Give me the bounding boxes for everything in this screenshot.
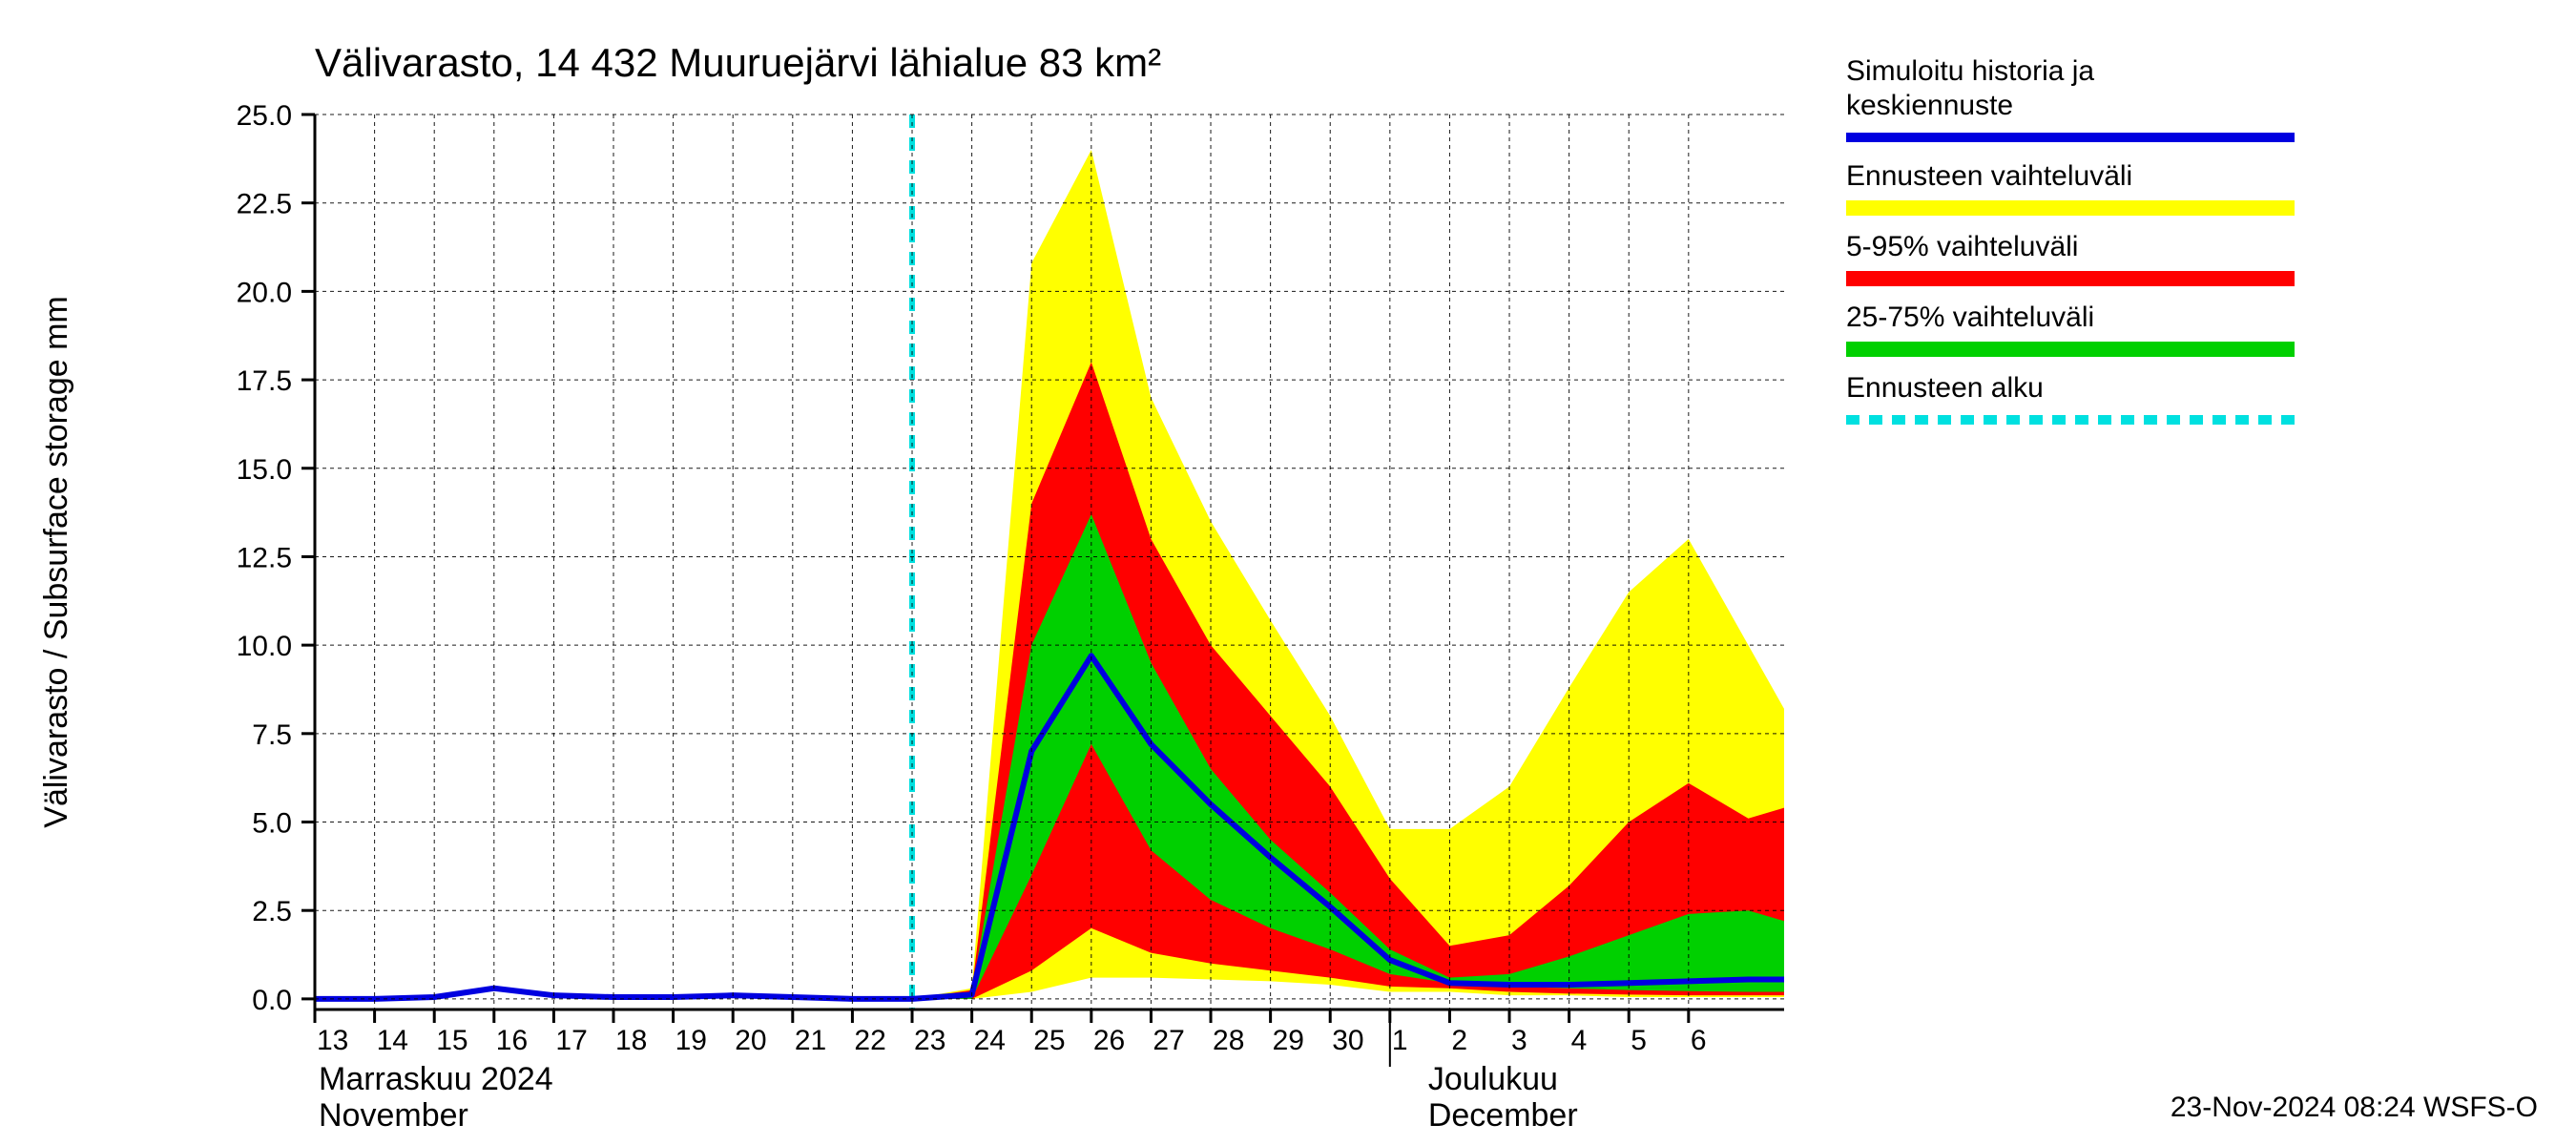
forecast-chart: 0.0 2.5 5.0 7.5 10.0 12.5 15.0 17.5 20.0 22.5 25.0… bbox=[0, 0, 2576, 1145]
xtick-label: 22 bbox=[854, 1025, 885, 1056]
legend-label: Ennusteen vaihteluväli bbox=[1846, 160, 2132, 192]
ytick-label: 5.0 bbox=[252, 808, 292, 840]
xtick-label: 29 bbox=[1273, 1025, 1304, 1056]
legend-label: keskiennuste bbox=[1846, 90, 2013, 121]
xtick-label: 2 bbox=[1451, 1025, 1467, 1056]
ytick-label: 2.5 bbox=[252, 896, 292, 927]
legend-label: Ennusteen alku bbox=[1846, 372, 2044, 404]
xtick-label: 21 bbox=[795, 1025, 826, 1056]
xtick-label: 20 bbox=[735, 1025, 766, 1056]
ytick-label: 12.5 bbox=[237, 542, 292, 573]
ytick-label: 25.0 bbox=[237, 100, 292, 132]
ytick-label: 15.0 bbox=[237, 454, 292, 486]
ytick-label: 17.5 bbox=[237, 365, 292, 397]
month2-label-en: December bbox=[1428, 1097, 1578, 1134]
month2-label-fi: Joulukuu bbox=[1428, 1061, 1558, 1097]
ytick-label: 22.5 bbox=[237, 189, 292, 220]
xtick-label: 5 bbox=[1631, 1025, 1647, 1056]
xtick-label: 24 bbox=[974, 1025, 1006, 1056]
legend-swatch bbox=[1846, 342, 2295, 357]
legend-swatch bbox=[1846, 200, 2295, 216]
xtick-label: 4 bbox=[1571, 1025, 1588, 1056]
xtick-label: 1 bbox=[1392, 1025, 1408, 1056]
xtick-label: 13 bbox=[317, 1025, 348, 1056]
footer-timestamp: 23-Nov-2024 08:24 WSFS-O bbox=[2171, 1092, 2538, 1123]
xtick-label: 14 bbox=[377, 1025, 408, 1056]
ytick-label: 20.0 bbox=[237, 277, 292, 308]
xtick-label: 18 bbox=[615, 1025, 647, 1056]
y-axis-label: Välivarasto / Subsurface storage mm bbox=[38, 296, 74, 827]
xtick-label: 28 bbox=[1213, 1025, 1244, 1056]
xtick-label: 15 bbox=[436, 1025, 467, 1056]
xtick-label: 30 bbox=[1332, 1025, 1363, 1056]
xtick-label: 19 bbox=[675, 1025, 707, 1056]
month1-label-fi: Marraskuu 2024 bbox=[319, 1061, 553, 1097]
legend-label: 25-75% vaihteluväli bbox=[1846, 302, 2094, 333]
xtick-label: 23 bbox=[914, 1025, 945, 1056]
ytick-label: 7.5 bbox=[252, 719, 292, 751]
legend-label: 5-95% vaihteluväli bbox=[1846, 231, 2078, 262]
month1-label-en: November bbox=[319, 1097, 468, 1134]
xtick-label: 26 bbox=[1093, 1025, 1125, 1056]
xtick-label: 6 bbox=[1691, 1025, 1707, 1056]
xtick-label: 27 bbox=[1153, 1025, 1184, 1056]
chart-container: 0.0 2.5 5.0 7.5 10.0 12.5 15.0 17.5 20.0 22.5 25.0… bbox=[0, 0, 2576, 1145]
legend-label: Simuloitu historia ja bbox=[1846, 55, 2094, 87]
legend-swatch bbox=[1846, 271, 2295, 286]
xtick-label: 25 bbox=[1033, 1025, 1065, 1056]
chart-title: Välivarasto, 14 432 Muuruejärvi lähialue… bbox=[315, 40, 1161, 85]
ytick-label: 0.0 bbox=[252, 985, 292, 1016]
xtick-label: 17 bbox=[555, 1025, 587, 1056]
xtick-label: 16 bbox=[496, 1025, 528, 1056]
xtick-label: 3 bbox=[1511, 1025, 1527, 1056]
ytick-label: 10.0 bbox=[237, 631, 292, 662]
